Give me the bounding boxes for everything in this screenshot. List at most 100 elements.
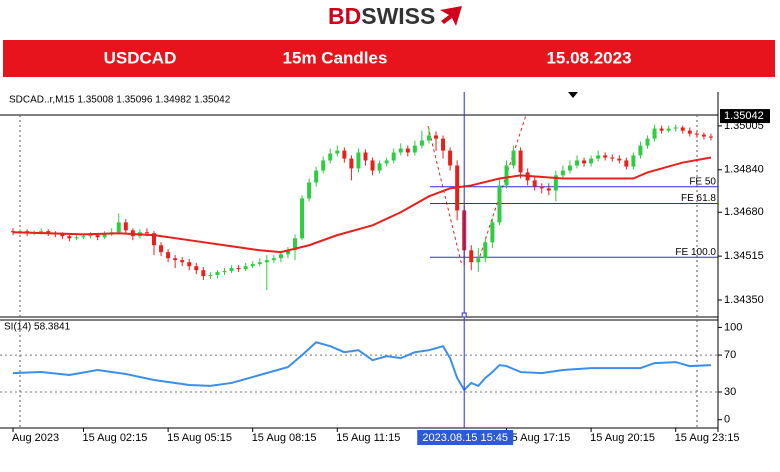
candle-body [645,138,650,146]
candle-body [377,163,382,171]
candle-body [659,128,664,131]
candle-body [144,232,149,234]
candle-body [116,222,121,233]
candle-body [560,170,565,176]
candle-body [46,231,51,234]
x-tick-label: 15 Aug 02:15 [83,432,148,444]
candle-body [708,136,713,138]
candle-body [680,127,685,131]
candle-body [596,155,601,159]
logo: BDSWISS [328,3,435,29]
candle-body [278,254,283,259]
crosshair-box [417,430,514,445]
candle-body [328,153,333,161]
x-tick-label: 15 Aug 05:15 [167,432,232,444]
candle-body [603,155,608,158]
candle-body [307,182,312,199]
candle-body [617,158,622,161]
x-tick-label: 15 Aug 23:15 [675,432,740,444]
logo-part: SWISS [361,3,435,29]
info-line: SDCAD..r,M15 1.35008 1.35096 1.34982 1.3… [9,95,231,106]
current-price-label: 1.35042 [724,110,764,122]
candle-body [67,236,72,239]
y-tick-label: 1.34840 [724,164,764,176]
candle-body [405,148,410,153]
crosshair-label: 2023.08.15 15:45 [422,432,508,444]
fibo-level-label: FE 100.0 [675,247,716,258]
candle-body [694,133,699,135]
candle-body [701,134,706,137]
shift-marker [568,92,578,98]
y-tick-label: 70 [724,349,736,361]
timeframe: 15m Candles [283,48,388,67]
y-tick-label: 0 [724,414,730,426]
candle-body [673,127,678,129]
y-tick-label: 30 [724,386,736,398]
candle-body [511,150,516,166]
logo-icon [440,6,462,26]
candle-body [434,135,438,139]
candle-body [39,231,44,233]
y-tick-label: 1.34350 [724,294,764,306]
candle-body [166,252,171,259]
candle-body [582,160,587,164]
symbol: USDCAD [104,48,177,67]
candle-body [469,250,474,263]
x-tick-label: Aug 2023 [12,432,59,444]
candle-body [539,186,544,189]
candle-body [638,145,643,156]
candle-body [208,275,213,277]
moving-average [12,156,712,254]
candle-body [11,231,15,233]
candle-body [610,157,615,159]
crosshair-marker [461,312,467,318]
y-tick-label: 1.34680 [724,206,764,218]
rsi-label: SI(14) 58.3841 [4,322,71,333]
fibo-line [477,114,527,263]
candle-body [257,262,262,265]
candle-body [159,245,164,253]
candle-body [419,140,424,146]
candle-body [264,260,269,263]
candle-body [589,158,594,164]
candle-body [342,150,347,159]
candle-body [426,135,431,141]
candle-body [95,235,100,238]
candle-body [152,233,156,246]
candle-body [652,128,657,139]
x-tick-label: 15 Aug 11:15 [336,432,400,444]
candle-body [441,138,446,151]
candle-body [229,268,234,272]
candle-body [490,222,495,243]
candle-body [88,235,93,237]
y-tick-label: 100 [724,321,742,333]
candle-body [370,160,375,171]
candle-body [102,234,107,238]
candle-body [271,258,276,261]
current-price-box [720,109,770,124]
x-tick-label: 15 Aug 20:15 [590,432,655,444]
fibo-level-label: FE 61.8 [681,193,716,204]
candle-body [356,152,361,169]
candle-body [497,185,502,223]
candle-body [187,262,192,267]
candle-body [391,152,396,161]
candle-body [201,270,206,277]
candle-body [412,145,417,153]
candle-body [631,155,636,167]
candle-body [74,237,79,239]
candle-body [349,158,354,169]
candle-body [60,234,65,237]
candle-body [483,242,488,259]
candle-body [624,160,629,167]
x-tick-label: 15 Aug 08:15 [252,432,317,444]
candle-body [314,170,319,183]
candle-body [532,180,537,187]
candle-body [335,150,340,154]
candle-body [293,238,297,251]
x-tick-label: 15 Aug 17:15 [506,432,571,444]
candle-body [384,160,389,164]
candle-body [243,266,248,270]
candle-body [546,188,551,191]
